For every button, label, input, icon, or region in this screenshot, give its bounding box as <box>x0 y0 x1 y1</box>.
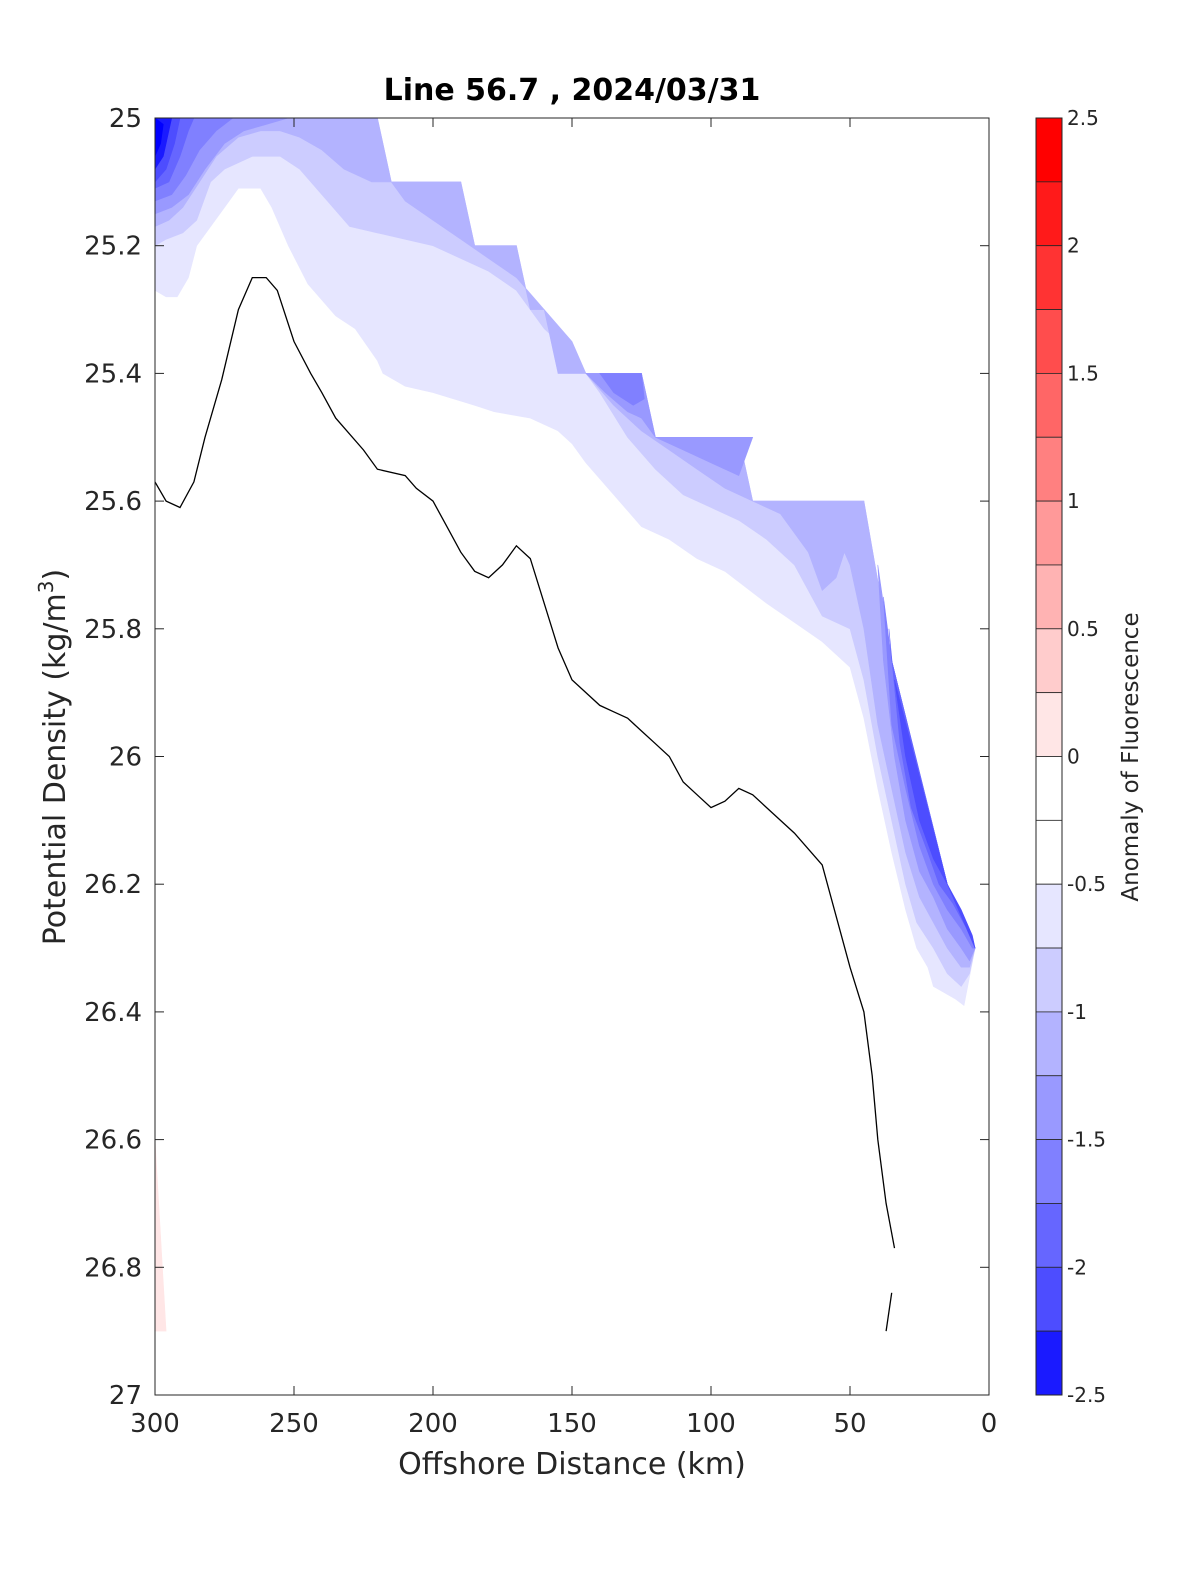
y-tick-label: 25.2 <box>84 232 142 262</box>
y-tick-label: 25 <box>109 104 142 134</box>
contour-region-12 <box>894 679 976 949</box>
y-tick-label: 25.4 <box>84 359 142 389</box>
y-tick-label: 26.2 <box>84 870 142 900</box>
contour-region-2 <box>154 117 976 968</box>
colorbar-level-15 <box>1035 1075 1063 1140</box>
colorbar-tick-label: -2 <box>1067 1255 1087 1279</box>
colorbar-ticks: 2.5 2 1.5 1 0.5 0 -0.5 -1 -1.5 -2 -2.5 <box>1067 106 1106 1407</box>
colorbar-level-16 <box>1035 1139 1063 1204</box>
x-tick-label: 150 <box>547 1409 597 1439</box>
colorbar-level-6 <box>1035 500 1063 566</box>
zero-contour <box>154 276 896 1332</box>
contour-fills <box>154 117 976 1332</box>
y-tick-label: 26.6 <box>84 1126 142 1156</box>
y-axis-title-close: ) <box>38 569 73 581</box>
x-tick-label: 300 <box>130 1409 180 1439</box>
colorbar-level-14 <box>1035 1011 1063 1077</box>
x-tick-label: 100 <box>686 1409 736 1439</box>
y-axis: 25 25.2 25.4 25.6 25.8 26 26.2 26.4 26.6 26.8 27 <box>84 104 989 1411</box>
chart-title: Line 56.7 , 2024/03/31 <box>384 73 761 108</box>
colorbar-level-5 <box>1035 436 1063 502</box>
plot-frame <box>154 117 990 1396</box>
colorbar-tick-label: -2.5 <box>1067 1383 1106 1407</box>
colorbar-level-19 <box>1035 1330 1063 1396</box>
colorbar-tick-label: 0.5 <box>1067 617 1099 641</box>
colorbar <box>1035 117 1063 1396</box>
colorbar-tick-label: -0.5 <box>1067 872 1106 896</box>
x-tick-label: 250 <box>269 1409 319 1439</box>
colorbar-level-4 <box>1035 372 1063 438</box>
colorbar-level-11 <box>1035 819 1063 885</box>
colorbar-level-2 <box>1035 245 1063 310</box>
x-tick-label: 50 <box>833 1409 866 1439</box>
colorbar-tick-label: 1 <box>1067 489 1080 513</box>
y-axis-title-main: Potential Density (kg/m <box>38 593 73 945</box>
colorbar-tick-label: 0 <box>1067 745 1080 769</box>
colorbar-title: Anomaly of Fluorescence <box>1118 612 1144 901</box>
colorbar-level-7 <box>1035 564 1063 630</box>
colorbar-tick-label: 1.5 <box>1067 361 1099 385</box>
y-tick-label: 25.6 <box>84 487 142 517</box>
colorbar-level-12 <box>1035 883 1063 949</box>
colorbar-frame <box>1035 117 1063 1396</box>
x-tick-label: 200 <box>408 1409 458 1439</box>
y-tick-label: 26.8 <box>84 1253 142 1283</box>
y-tick-label: 25.8 <box>84 615 142 645</box>
colorbar-level-9 <box>1035 692 1063 757</box>
colorbar-level-3 <box>1035 309 1063 374</box>
x-axis-title: Offshore Distance (km) <box>398 1447 746 1482</box>
x-tick-label: 0 <box>981 1409 998 1439</box>
colorbar-level-18 <box>1035 1266 1063 1332</box>
colorbar-level-8 <box>1035 628 1063 694</box>
colorbar-tick-label: 2.5 <box>1067 106 1099 130</box>
contour-region-15 <box>154 1139 167 1332</box>
colorbar-level-10 <box>1035 756 1063 821</box>
colorbar-tick-label: -1 <box>1067 1000 1087 1024</box>
contour-region-7 <box>599 373 645 406</box>
y-tick-label: 26 <box>109 743 142 773</box>
y-tick-label: 27 <box>109 1381 142 1411</box>
y-axis-title: Potential Density (kg/m3) <box>34 569 73 945</box>
contour-region-10 <box>888 628 976 949</box>
colorbar-level-1 <box>1035 181 1063 247</box>
zero-contour-segment-0 <box>154 276 896 1249</box>
colorbar-level-0 <box>1035 117 1063 183</box>
colorbar-level-13 <box>1035 947 1063 1013</box>
zero-contour-segment-1 <box>885 1292 893 1332</box>
colorbar-level-17 <box>1035 1203 1063 1268</box>
colorbar-tick-label: 2 <box>1067 234 1080 258</box>
x-axis: 300 250 200 150 100 50 0 <box>130 118 997 1439</box>
colorbar-tick-label: -1.5 <box>1067 1128 1106 1152</box>
y-axis-title-sup: 3 <box>34 580 58 593</box>
y-tick-label: 26.4 <box>84 998 142 1028</box>
